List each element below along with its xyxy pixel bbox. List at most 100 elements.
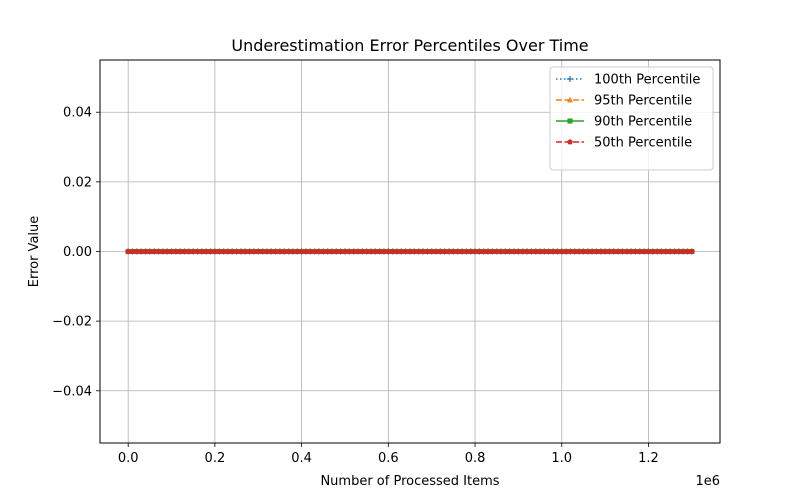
data-point: [420, 248, 426, 254]
data-point: [498, 248, 504, 254]
data-point: [168, 248, 175, 254]
x-axis-offset-label: 1e6: [695, 474, 720, 489]
data-point: [554, 248, 561, 254]
data-point: [467, 248, 474, 254]
data-point: [446, 248, 452, 254]
data-point: [489, 248, 496, 254]
data-point: [376, 248, 383, 254]
data-point: [506, 248, 513, 254]
legend-label: 90th Percentile: [594, 115, 692, 130]
data-point: [298, 248, 305, 254]
x-tick-label: 0.8: [465, 451, 486, 466]
data-point: [654, 248, 660, 254]
data-point: [680, 248, 686, 254]
data-point: [329, 248, 335, 254]
x-tick-label: 0.4: [291, 451, 312, 466]
data-point: [255, 248, 262, 254]
legend-label: 95th Percentile: [594, 94, 692, 109]
data-point: [242, 248, 249, 254]
data-point: [155, 248, 162, 254]
data-point: [272, 248, 279, 254]
data-point: [324, 248, 331, 254]
data-point: [428, 248, 435, 254]
data-point: [264, 248, 270, 254]
data-point: [285, 248, 292, 254]
data-point: [524, 248, 530, 254]
data-point: [476, 248, 483, 254]
data-point: [355, 248, 361, 254]
data-point: [532, 248, 539, 254]
legend: 100th Percentile 95th Percentile 90th Perc…: [549, 66, 714, 171]
x-tick-label: 0.2: [205, 451, 226, 466]
x-tick-label: 1.2: [638, 451, 659, 466]
data-point: [225, 248, 231, 254]
data-point: [593, 248, 600, 254]
data-point: [368, 248, 374, 254]
data-point: [519, 248, 526, 254]
data-point: [164, 248, 171, 254]
data-point: [411, 248, 418, 254]
data-point: [675, 248, 682, 254]
data-point: [307, 248, 314, 254]
data-point: [181, 248, 188, 254]
data-point: [541, 248, 548, 254]
y-tick-label: −0.04: [52, 384, 92, 399]
data-point: [671, 248, 678, 254]
y-tick-label: 0.04: [63, 106, 92, 121]
x-tick-label: 1.0: [551, 451, 572, 466]
data-point: [138, 248, 145, 254]
data-point: [372, 248, 379, 254]
data-point: [450, 248, 457, 254]
data-point: [597, 248, 604, 254]
data-point: [645, 248, 652, 254]
data-point: [190, 248, 197, 254]
data-point: [571, 248, 578, 254]
data-point: [584, 248, 591, 254]
data-point: [398, 248, 405, 254]
data-point: [199, 248, 205, 254]
data-point: [619, 248, 626, 254]
legend-marker: [567, 97, 573, 103]
data-point: [229, 248, 236, 254]
data-point: [485, 248, 491, 254]
data-point: [515, 248, 522, 254]
data-point: [688, 248, 695, 254]
data-point: [394, 248, 400, 254]
data-point: [207, 248, 214, 254]
data-point: [203, 248, 210, 254]
data-point: [433, 248, 439, 254]
data-point: [441, 248, 448, 254]
y-tick-label: 0.02: [63, 175, 92, 190]
data-point: [563, 248, 569, 254]
data-point: [415, 248, 422, 254]
data-point: [294, 248, 301, 254]
legend-box: [549, 66, 714, 171]
data-point: [558, 248, 565, 254]
series-group: [125, 248, 695, 255]
data-point: [311, 248, 318, 254]
data-point: [320, 248, 327, 254]
data-point: [160, 248, 166, 254]
data-point: [147, 248, 153, 254]
data-point: [545, 248, 552, 254]
data-point: [684, 248, 691, 254]
data-point: [212, 248, 218, 254]
data-point: [251, 248, 257, 254]
data-point: [220, 248, 227, 254]
data-point: [649, 248, 656, 254]
data-point: [142, 248, 149, 254]
data-point: [424, 248, 431, 254]
x-tick-label: 0.6: [378, 451, 399, 466]
legend-label: 100th Percentile: [594, 73, 700, 88]
legend-label: 50th Percentile: [594, 136, 692, 151]
data-point: [589, 248, 595, 254]
data-point: [125, 248, 132, 254]
data-point: [623, 248, 630, 254]
data-point: [437, 248, 444, 254]
data-point: [667, 248, 673, 254]
legend-marker: [567, 76, 573, 82]
chart-title: Underestimation Error Percentiles Over T…: [231, 36, 588, 55]
data-point: [303, 248, 309, 254]
data-point: [186, 248, 192, 254]
